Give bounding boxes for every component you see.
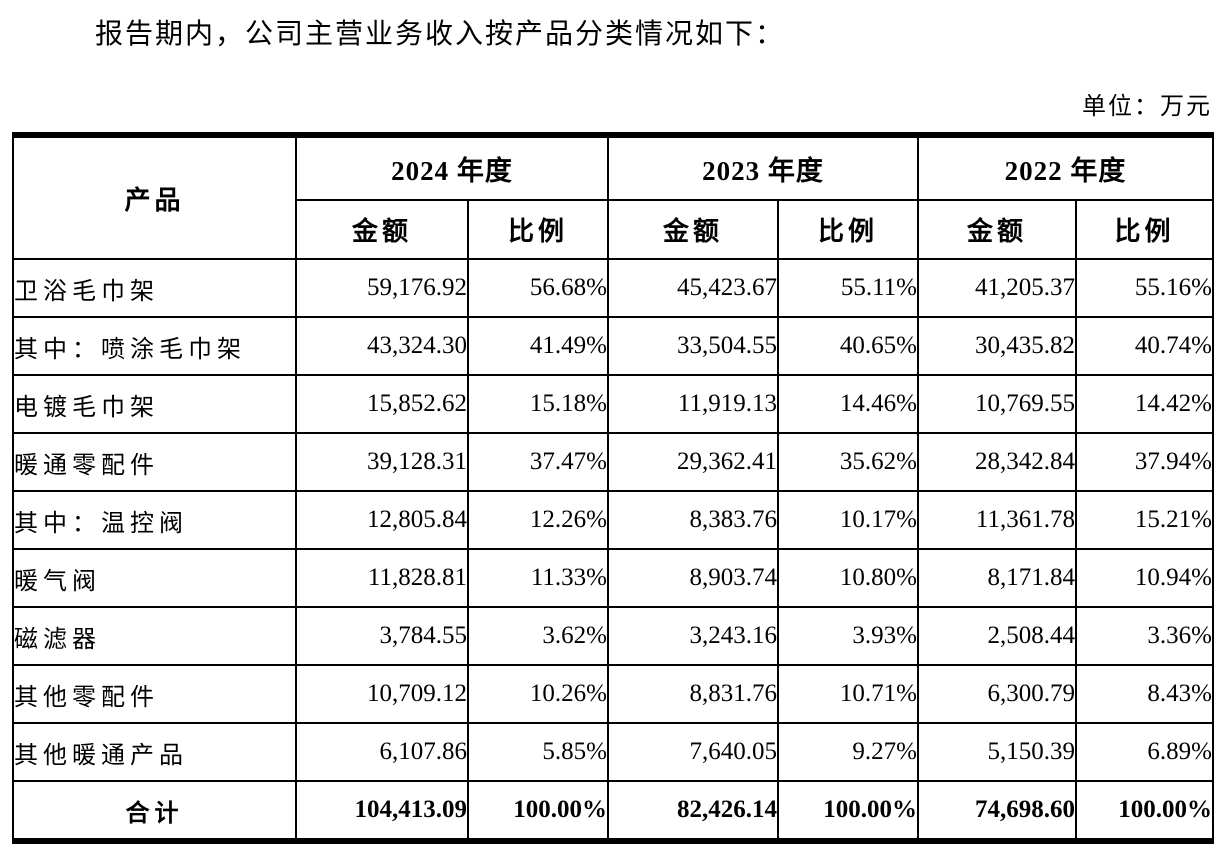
amount-value: 12,805.84 [295,490,469,550]
amount-value: 5,150.39 [917,722,1077,782]
table-row: 电镀毛巾架 15,852.62 15.18% 11,919.13 14.46% 10,76… [12,374,1214,434]
table-body: 卫浴毛巾架 59,176.92 56.68% 45,423.67 55.11% 41,20… [12,258,1214,842]
ratio-value: 15.21% [1075,490,1214,550]
amount-value: 2,508.44 [917,606,1077,666]
ratio-value: 55.16% [1075,258,1214,318]
ratio-value: 100.00% [1075,780,1214,842]
unit-label: 单位：万元 [1082,94,1212,120]
ratio-value: 3.62% [467,606,609,666]
table-row: 其中：喷涂毛巾架 43,324.30 41.49% 33,504.55 40.65% 30… [12,316,1214,376]
amount-value: 6,107.86 [295,722,469,782]
ratio-value: 10.17% [777,490,919,550]
amount-value: 3,243.16 [607,606,779,666]
ratio-value: 40.74% [1075,316,1214,376]
table-header-ratio-2024: 比例 [467,199,609,260]
ratio-value: 10.94% [1075,548,1214,608]
amount-value: 8,171.84 [917,548,1077,608]
product-label: 其他零配件 [12,664,297,724]
page-title: 报告期内，公司主营业务收入按产品分类情况如下： [95,19,786,50]
product-label: 卫浴毛巾架 [12,258,297,318]
table-row: 其中：温控阀 12,805.84 12.26% 8,383.76 10.17% 11,36… [12,490,1214,550]
amount-value: 3,784.55 [295,606,469,666]
product-label: 磁滤器 [12,606,297,666]
table-row: 其他零配件 10,709.12 10.26% 8,831.76 10.71% 6,300.… [12,664,1214,724]
amount-value: 43,324.30 [295,316,469,376]
table-header-ratio-2023: 比例 [777,199,919,260]
amount-value: 10,769.55 [917,374,1077,434]
product-label: 暖气阀 [12,548,297,608]
amount-value: 39,128.31 [295,432,469,492]
ratio-value: 55.11% [777,258,919,318]
ratio-value: 3.93% [777,606,919,666]
ratio-value: 12.26% [467,490,609,550]
amount-value: 41,205.37 [917,258,1077,318]
amount-value: 6,300.79 [917,664,1077,724]
amount-value: 8,903.74 [607,548,779,608]
product-label: 电镀毛巾架 [12,374,297,434]
ratio-value: 10.71% [777,664,919,724]
amount-value: 8,831.76 [607,664,779,724]
table-header-product: 产品 [12,134,297,260]
ratio-value: 10.26% [467,664,609,724]
table-header-amount-2022: 金额 [917,199,1077,260]
ratio-value: 10.80% [777,548,919,608]
product-label: 其中：喷涂毛巾架 [12,316,297,376]
ratio-value: 41.49% [467,316,609,376]
product-label: 合计 [12,780,297,842]
ratio-value: 40.65% [777,316,919,376]
table-row: 暖通零配件 39,128.31 37.47% 29,362.41 35.62% 28,34… [12,432,1214,492]
amount-value: 11,828.81 [295,548,469,608]
amount-value: 82,426.14 [607,780,779,842]
amount-value: 10,709.12 [295,664,469,724]
product-label: 暖通零配件 [12,432,297,492]
revenue-by-product-table: 产品 2024 年度 2023 年度 2022 年度 金额 比例 金额 比例 金… [12,132,1214,844]
product-label: 其中：温控阀 [12,490,297,550]
amount-value: 7,640.05 [607,722,779,782]
ratio-value: 100.00% [777,780,919,842]
table-header-row-years: 产品 2024 年度 2023 年度 2022 年度 [12,134,1214,260]
amount-value: 15,852.62 [295,374,469,434]
ratio-value: 5.85% [467,722,609,782]
amount-value: 59,176.92 [295,258,469,318]
table-header-year-2022: 2022 年度 [917,134,1214,201]
ratio-value: 35.62% [777,432,919,492]
ratio-value: 56.68% [467,258,609,318]
amount-value: 29,362.41 [607,432,779,492]
amount-value: 33,504.55 [607,316,779,376]
table-row: 磁滤器 3,784.55 3.62% 3,243.16 3.93% 2,508.44 3.3… [12,606,1214,666]
ratio-value: 3.36% [1075,606,1214,666]
ratio-value: 37.47% [467,432,609,492]
ratio-value: 100.00% [467,780,609,842]
table-header: 产品 2024 年度 2023 年度 2022 年度 金额 比例 金额 比例 金… [12,134,1214,260]
ratio-value: 15.18% [467,374,609,434]
amount-value: 11,919.13 [607,374,779,434]
amount-value: 104,413.09 [295,780,469,842]
amount-value: 8,383.76 [607,490,779,550]
amount-value: 11,361.78 [917,490,1077,550]
amount-value: 28,342.84 [917,432,1077,492]
product-label: 其他暖通产品 [12,722,297,782]
ratio-value: 37.94% [1075,432,1214,492]
ratio-value: 14.42% [1075,374,1214,434]
table-row: 合计 104,413.09 100.00% 82,426.14 100.00% 74,69… [12,780,1214,842]
ratio-value: 6.89% [1075,722,1214,782]
table-header-year-2023: 2023 年度 [607,134,919,201]
ratio-value: 14.46% [777,374,919,434]
table-header-year-2024: 2024 年度 [295,134,609,201]
amount-value: 74,698.60 [917,780,1077,842]
ratio-value: 8.43% [1075,664,1214,724]
table-header-amount-2024: 金额 [295,199,469,260]
ratio-value: 9.27% [777,722,919,782]
amount-value: 30,435.82 [917,316,1077,376]
table-row: 暖气阀 11,828.81 11.33% 8,903.74 10.80% 8,171.84… [12,548,1214,608]
table-header-amount-2023: 金额 [607,199,779,260]
ratio-value: 11.33% [467,548,609,608]
table-row: 卫浴毛巾架 59,176.92 56.68% 45,423.67 55.11% 41,20… [12,258,1214,318]
table-header-ratio-2022: 比例 [1075,199,1214,260]
amount-value: 45,423.67 [607,258,779,318]
table-row: 其他暖通产品 6,107.86 5.85% 7,640.05 9.27% 5,150.39… [12,722,1214,782]
table-header-row-measures: 金额 比例 金额 比例 金额 比例 [13,199,1214,260]
